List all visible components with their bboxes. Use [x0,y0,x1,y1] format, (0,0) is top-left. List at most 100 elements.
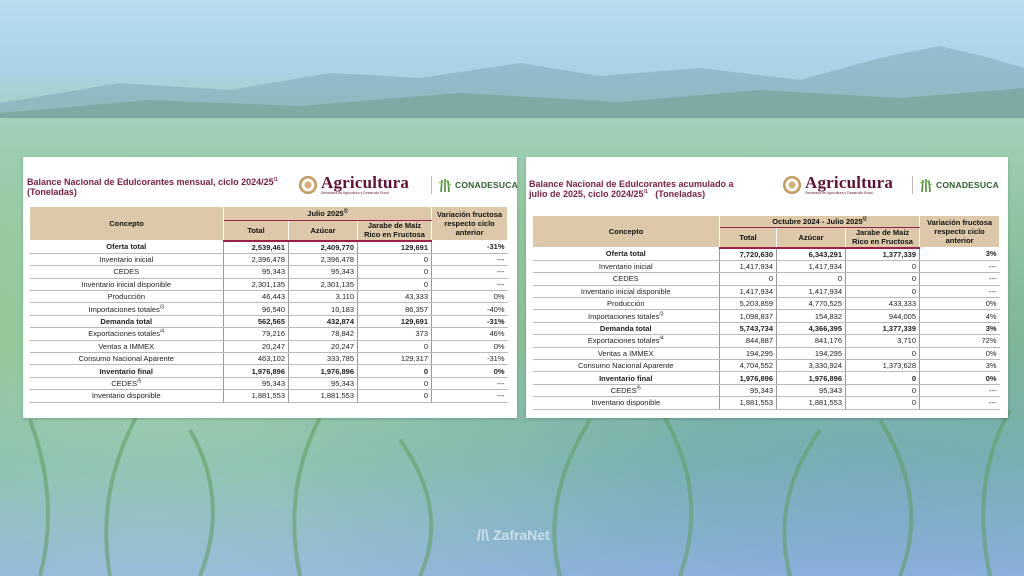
col-header-total: Total [223,220,289,242]
cell-azucar-text: 3,330,924 [808,361,842,371]
cell-azucar-text: 20,247 [331,341,354,351]
cell-total: 46,443 [223,290,289,304]
cell-concepto: Inventario disponible [532,396,720,410]
cell-jarabe-text: 3,710 [897,336,917,346]
cell-concepto-text: Inventario final [99,366,153,376]
cell-total: 463,102 [223,352,289,366]
cell-concepto: Importaciones totales/3 [29,302,224,316]
cell-jarabe: 0 [357,265,433,279]
cell-total-text: 20,247 [262,341,285,351]
col-header-concepto: Concepto [29,206,224,241]
cell-jarabe: 0 [845,260,921,274]
cell-variacion: --- [919,272,1000,286]
table-row: Inventario inicial disponible 2,301,135 2,… [29,278,508,292]
national-seal-icon [783,176,801,194]
cell-azucar-text: 95,343 [819,385,842,395]
cell-total-text: 562,565 [257,317,285,327]
cell-total-text: 95,343 [262,267,285,277]
monthly-balance-card: Balance Nacional de Edulcorantes mensual… [23,157,518,418]
table-row: Ventas a IMMEX 194,295 194,295 0 0% [532,347,1000,361]
cell-concepto-text: Producción [606,299,645,309]
cell-azucar: 20,247 [288,340,358,354]
cell-total-text: 1,881,553 [251,391,285,401]
cell-jarabe-text: 373 [415,329,429,339]
table-row: Inventario inicial disponible 1,417,934 1,… [532,285,1000,299]
title-text-2: julio de 2025, ciclo 2024/25 [529,189,644,199]
cell-total-text: 95,343 [750,385,773,395]
table-row: Inventario inicial 1,417,934 1,417,934 0 --- [532,260,1000,274]
table-row: CEDES 95,343 95,343 0 --- [29,265,508,279]
cell-azucar: 1,976,896 [776,371,846,385]
col-header-jarabe: Jarabe de Maíz Rico en Fructosa [844,227,921,249]
table-row: Inventario final 1,976,896 1,976,896 0 0% [532,371,1000,385]
cell-jarabe-text: 0 [911,373,917,383]
cell-azucar-text: 841,176 [814,336,842,346]
cell-jarabe-text: 0 [423,366,429,376]
cell-total: 95,343 [719,384,777,398]
cell-concepto-text: Inventario disponible [591,398,661,408]
cell-total-text: 844,887 [745,336,773,346]
zafranet-watermark: ZafraNet [476,527,550,543]
cell-variacion-text: --- [989,262,997,272]
cell-total: 1,881,553 [223,389,289,403]
cell-azucar-text: 2,301,135 [320,279,354,289]
cell-azucar-text: 10,183 [331,304,354,314]
cell-azucar-text: 95,343 [331,267,354,277]
col-header-concepto: Concepto [532,215,720,248]
cell-azucar: 78,842 [288,327,358,341]
table-row: CEDES/5 95,343 95,343 0 --- [532,384,1000,398]
cell-concepto-text: Inventario disponible [91,391,161,401]
cell-jarabe-text: 0 [423,341,429,351]
cell-total: 79,216 [223,327,289,341]
cell-azucar: 2,301,135 [288,278,358,292]
cell-jarabe: 0 [845,384,921,398]
cell-jarabe: 3,710 [845,334,921,348]
table-row: Exportaciones totales/4 79,216 78,842 373 46… [29,327,508,341]
cell-concepto: Inventario inicial disponible [29,278,224,292]
cell-jarabe-text: 0 [423,255,429,265]
col-header-jarabe: Jarabe de Maíz Rico en Fructosa [356,220,433,242]
cell-jarabe: 0 [357,253,433,267]
cell-concepto-text: Producción [107,292,146,302]
period-footnote: /2 [343,208,348,215]
cell-azucar-text: 2,409,770 [320,242,354,252]
background-grass-blades [28,398,1012,576]
col-header-total: Total [719,227,777,249]
cell-azucar-text: 0 [837,274,842,284]
cell-jarabe: 129,691 [357,240,433,254]
cell-total: 1,976,896 [719,371,777,385]
cell-jarabe-text: 1,377,339 [882,249,917,259]
cell-variacion: --- [919,285,1000,299]
cell-concepto: CEDES/5 [532,384,720,398]
cell-azucar: 10,183 [288,302,358,316]
cell-jarabe-text: 0 [911,262,917,272]
agricultura-subtitle: Secretaría de Agricultura y Desarrollo R… [321,191,389,195]
cell-total: 844,887 [719,334,777,348]
conadesuca-wordmark: CONADESUCA [455,180,518,190]
cell-total: 0 [719,272,777,286]
cell-azucar: 4,770,525 [776,297,846,311]
cell-total-text: 1,881,553 [739,398,773,408]
cell-concepto: Inventario inicial disponible [532,285,720,299]
col-header-azucar: Azúcar [776,227,846,249]
cell-total-text: 2,301,135 [251,279,285,289]
cell-jarabe-text: 0 [911,385,917,395]
cell-azucar: 333,785 [288,352,358,366]
cell-azucar: 154,832 [776,309,846,323]
cell-variacion: 0% [431,340,508,354]
table-row: Producción 5,203,859 4,770,525 433,333 0% [532,297,1000,311]
cell-concepto-text: Inventario final [599,373,653,383]
cell-variacion: 72% [919,334,1000,348]
cell-concepto-text: Ventas a IMMEX [98,341,155,351]
cell-variacion-text: -31% [487,317,505,327]
cell-jarabe: 0 [357,364,433,378]
cell-jarabe-text: 0 [423,378,429,388]
agricultura-logo: Agricultura Secretaría de Agricultura y … [299,174,409,196]
title-text: Balance Nacional de Edulcorantes acumula… [529,179,734,189]
cell-total: 1,417,934 [719,260,777,274]
title-units: (Toneladas) [655,189,706,199]
cell-variacion-text: 0% [493,292,505,302]
cell-concepto: Exportaciones totales/4 [532,334,720,348]
cell-total: 5,743,734 [719,322,777,336]
cell-concepto: CEDES [29,265,224,279]
